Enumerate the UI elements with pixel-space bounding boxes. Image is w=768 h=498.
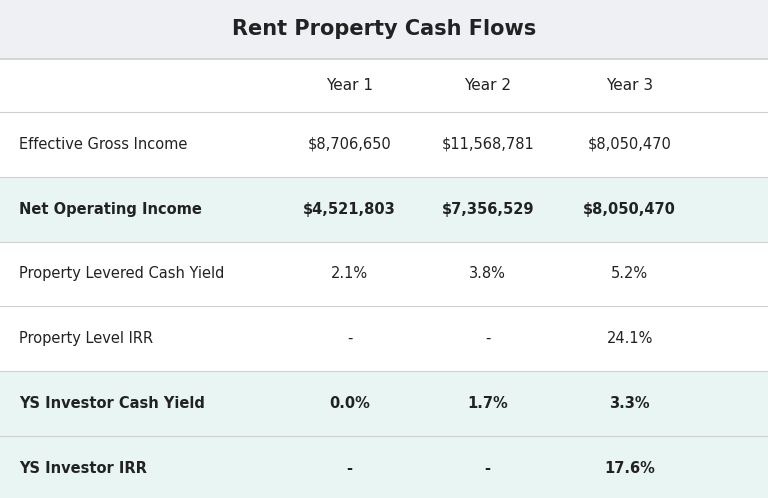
Text: Net Operating Income: Net Operating Income: [19, 202, 202, 217]
Text: $8,050,470: $8,050,470: [584, 202, 676, 217]
Text: Year 3: Year 3: [606, 78, 654, 93]
Text: 1.7%: 1.7%: [467, 396, 508, 411]
Text: Effective Gross Income: Effective Gross Income: [19, 137, 187, 152]
Text: $8,706,650: $8,706,650: [307, 137, 392, 152]
Text: $11,568,781: $11,568,781: [442, 137, 534, 152]
Text: $8,050,470: $8,050,470: [588, 137, 672, 152]
Text: -: -: [347, 331, 352, 346]
Text: 5.2%: 5.2%: [611, 266, 648, 281]
Text: 3.8%: 3.8%: [469, 266, 506, 281]
Text: 24.1%: 24.1%: [607, 331, 653, 346]
Text: YS Investor IRR: YS Investor IRR: [19, 461, 147, 476]
Text: YS Investor Cash Yield: YS Investor Cash Yield: [19, 396, 205, 411]
Text: -: -: [485, 331, 490, 346]
Text: 3.3%: 3.3%: [610, 396, 650, 411]
Text: Year 2: Year 2: [464, 78, 511, 93]
Text: -: -: [485, 461, 491, 476]
Text: Property Level IRR: Property Level IRR: [19, 331, 154, 346]
Text: Property Levered Cash Yield: Property Levered Cash Yield: [19, 266, 224, 281]
Text: Year 1: Year 1: [326, 78, 373, 93]
Text: $4,521,803: $4,521,803: [303, 202, 396, 217]
Text: 17.6%: 17.6%: [604, 461, 655, 476]
Bar: [0, 0, 768, 59]
Bar: [0, 177, 768, 242]
Text: 0.0%: 0.0%: [329, 396, 370, 411]
Text: 2.1%: 2.1%: [331, 266, 368, 281]
Bar: [0, 436, 768, 498]
Text: Rent Property Cash Flows: Rent Property Cash Flows: [232, 19, 536, 39]
Bar: [0, 371, 768, 436]
Text: $7,356,529: $7,356,529: [442, 202, 534, 217]
Text: -: -: [346, 461, 353, 476]
